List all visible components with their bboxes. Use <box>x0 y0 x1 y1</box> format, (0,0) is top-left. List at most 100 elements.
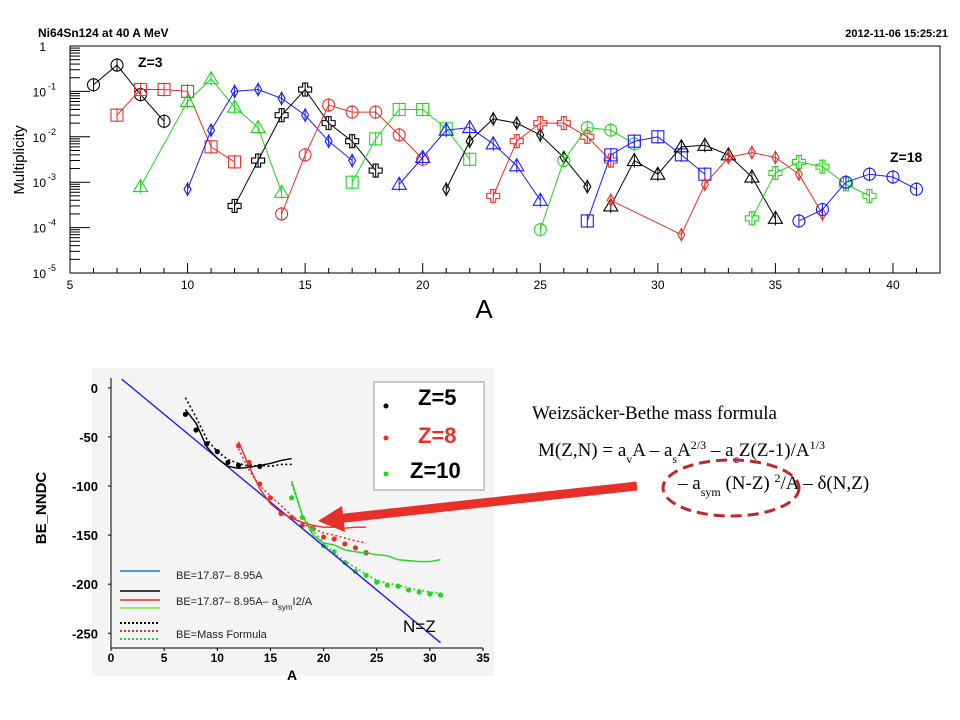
triangle-marker <box>226 99 243 113</box>
cross-marker <box>227 198 242 213</box>
diamond-marker <box>465 134 474 149</box>
top-series-item <box>580 129 712 228</box>
top-series-line <box>610 144 776 219</box>
bottom-curve <box>121 378 441 644</box>
top-series-item <box>132 70 290 200</box>
circle-marker <box>815 202 829 217</box>
top-series-line <box>351 108 471 183</box>
bottom-data-point <box>342 541 348 547</box>
square-marker <box>133 82 148 97</box>
red-arrow-shaft <box>335 481 638 524</box>
square-marker <box>463 152 477 166</box>
legend-formula-3: BE=Mass Formula <box>176 629 268 641</box>
top-series-item <box>345 102 477 190</box>
circle-marker <box>792 214 806 228</box>
circle-marker <box>909 182 924 196</box>
cross-marker <box>744 211 759 226</box>
triangle-marker <box>391 176 408 190</box>
bottom-data-point <box>416 589 422 595</box>
top-series-item <box>275 98 430 221</box>
bottom-series-group <box>121 378 444 644</box>
bottom-data-point <box>352 545 359 551</box>
legend-formula-2-pre: BE=17.87– 8.95A– a <box>176 596 279 608</box>
legend-z8-marker <box>383 435 389 441</box>
diamond-marker <box>583 179 592 194</box>
diamond-marker <box>771 150 780 165</box>
triangle-marker <box>414 149 431 164</box>
bottom-data-point <box>182 411 188 417</box>
top-x-tick-label: 35 <box>769 278 783 292</box>
square-marker <box>157 82 171 97</box>
top-y-axis-label: Multiplicity <box>11 125 28 195</box>
top-series-item <box>110 82 242 169</box>
top-series-line <box>116 89 235 163</box>
bottom-curve <box>184 408 292 470</box>
top-chart-timestamp: 2012-11-06 15:25:21 <box>845 28 948 40</box>
top-y-tick-exponent: -3 <box>48 172 56 182</box>
triangle-marker <box>767 210 784 224</box>
circle-marker <box>886 170 900 184</box>
top-x-tick-label: 40 <box>886 278 900 292</box>
legend-z8-label: Z=8 <box>418 423 457 448</box>
triangle-marker <box>743 168 760 183</box>
cross-marker <box>486 188 501 203</box>
cross-marker <box>298 82 313 97</box>
diamond-marker <box>606 193 615 208</box>
diamond-marker <box>747 145 757 160</box>
circle-marker <box>392 128 406 142</box>
z3-label: Z=3 <box>138 54 163 70</box>
diamond-marker <box>206 123 216 138</box>
circle-marker <box>345 105 359 119</box>
triangle-marker <box>438 122 455 136</box>
top-y-tick-label: 1 <box>39 40 46 54</box>
cross-marker <box>791 154 806 169</box>
square-marker <box>345 175 359 189</box>
top-y-tick-label: 10 <box>33 85 47 99</box>
square-marker <box>580 214 594 228</box>
circle-marker <box>322 98 336 112</box>
top-series-item <box>391 119 549 208</box>
bottom-data-point <box>289 495 295 501</box>
top-y-tick-exponent: -5 <box>48 263 56 273</box>
triangle-marker <box>203 70 220 85</box>
diamond-marker <box>512 116 521 131</box>
bottom-x-tick-label: 5 <box>161 651 168 665</box>
bottom-y-tick-label: -150 <box>72 528 98 543</box>
legend-z10-label: Z=10 <box>410 458 461 483</box>
top-y-tick-label: 10 <box>33 267 47 281</box>
triangle-marker <box>273 184 290 198</box>
formula-line-1: M(Z,N) = avA – asA2/3 – acZ(Z-1)/A1/3 <box>538 438 825 466</box>
cross-marker <box>580 129 595 144</box>
cross-marker <box>556 116 571 131</box>
triangle-marker <box>508 157 525 172</box>
diamond-marker <box>700 177 710 192</box>
bottom-x-tick-label: 20 <box>317 651 331 665</box>
bottom-data-point <box>225 459 231 466</box>
bottom-data-point <box>320 534 327 540</box>
triangle-marker <box>602 197 619 212</box>
square-marker <box>204 140 218 154</box>
legend-z5-marker <box>383 403 389 409</box>
bottom-data-point <box>374 579 380 585</box>
square-marker <box>651 130 665 144</box>
bottom-y-tick-label: -100 <box>72 479 98 494</box>
red-arrow-head <box>318 506 345 532</box>
circle-marker <box>604 123 618 137</box>
top-series-line <box>492 122 612 197</box>
diamond-marker <box>253 82 263 97</box>
circle-marker <box>839 175 853 189</box>
square-marker <box>369 132 383 146</box>
legend-formula-2: BE=17.87– 8.95A– asymI2/A <box>176 596 313 612</box>
top-chart-background <box>0 0 960 305</box>
bottom-x-tick-label: 30 <box>423 651 437 665</box>
legend-formula-2-sub: sym <box>278 603 293 612</box>
triangle-marker <box>626 152 643 167</box>
diamond-marker <box>324 134 333 149</box>
top-x-axis-label: A <box>475 294 493 324</box>
diamond-marker <box>724 150 733 165</box>
cross-marker <box>251 153 266 168</box>
top-series-line <box>140 78 283 193</box>
cross-marker <box>321 116 336 131</box>
circle-marker <box>533 223 547 237</box>
